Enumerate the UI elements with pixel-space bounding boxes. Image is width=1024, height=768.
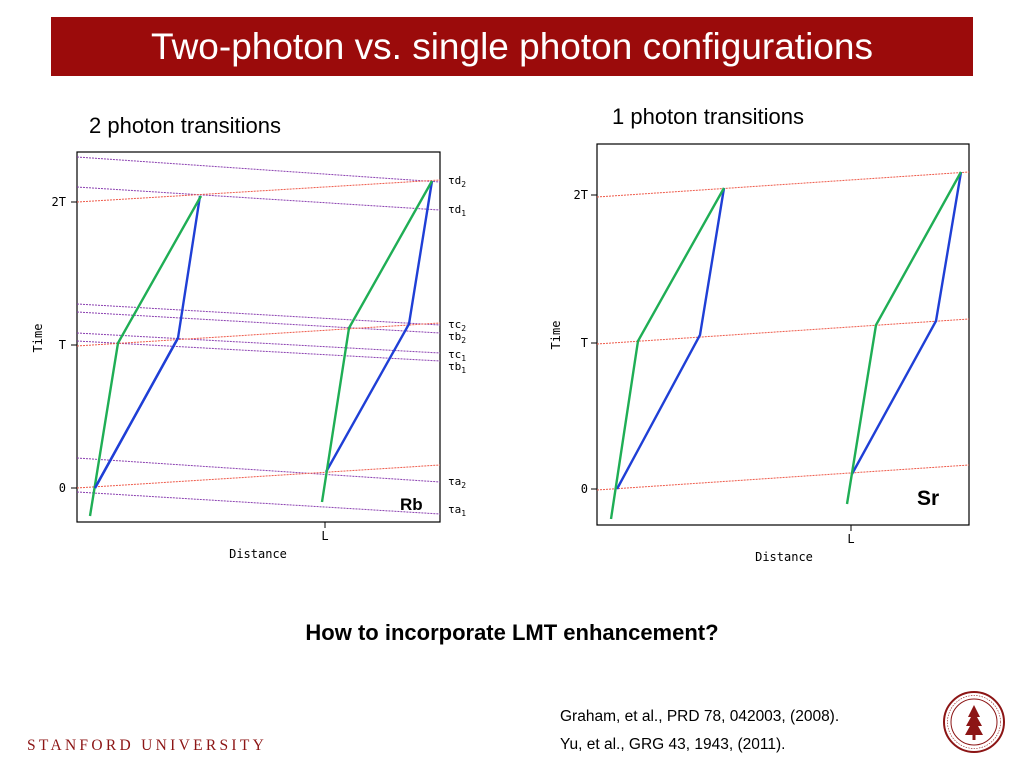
left-xlabel: Distance [229, 547, 287, 561]
left-laser-pulses [76, 156, 441, 515]
right-laser-pulses [596, 171, 970, 491]
left-ylabel: Time [31, 324, 45, 353]
right-tick-0: 0 [581, 482, 588, 496]
tau-b1-label: τb1 [448, 360, 466, 375]
slide-title: Two-photon vs. single photon configurati… [151, 26, 873, 67]
right-xlabel: Distance [755, 550, 813, 564]
right-diagram-heading: 1 photon transitions [612, 104, 805, 129]
left-plot-frame [76, 151, 441, 523]
tau-c1-label: τc1 [448, 348, 466, 363]
left-tick-T: T [59, 338, 66, 352]
right-ylabel: Time [549, 321, 563, 350]
left-tick-2T: 2T [52, 195, 66, 209]
right-tick-T: T [581, 336, 588, 350]
left-atom-trajectories [88, 180, 434, 517]
title-bar: Two-photon vs. single photon configurati… [51, 17, 973, 76]
left-tick-0: 0 [59, 481, 66, 495]
tau-d1-label: τd1 [448, 203, 466, 218]
stanford-wordmark: STANFORD UNIVERSITY [27, 737, 268, 754]
right-plot-frame [596, 143, 970, 526]
left-pulse-labels: τd2 τd1 τc2 τb2 τc1 τb1 τa2 τa1 [448, 174, 466, 518]
reference-2: Yu, et al., GRG 43, 1943, (2011). [560, 736, 786, 753]
left-diagram-heading: 2 photon transitions [89, 113, 282, 138]
tau-a2-label: τa2 [448, 475, 466, 490]
lmt-question: How to incorporate LMT enhancement? [305, 620, 719, 645]
left-spacetime-diagram: 2T T 0 L Distance Time Rb τd2 τd1 τc2 τb… [31, 151, 466, 561]
reference-1: Graham, et al., PRD 78, 042003, (2008). [560, 708, 840, 725]
right-tick-2T: 2T [574, 188, 588, 202]
tau-c2-label: τc2 [448, 318, 466, 333]
tau-d2-label: τd2 [448, 174, 466, 189]
right-atom-label: Sr [917, 487, 939, 510]
right-tick-L: L [847, 532, 854, 546]
tau-b2-label: τb2 [448, 330, 466, 345]
left-tick-L: L [321, 529, 328, 543]
right-atom-trajectories [609, 171, 963, 520]
stanford-seal-icon [943, 691, 1005, 753]
right-spacetime-diagram: 2T T 0 L Distance Time Sr [549, 143, 970, 564]
tau-a1-label: τa1 [448, 503, 466, 518]
left-atom-label: Rb [400, 495, 423, 514]
